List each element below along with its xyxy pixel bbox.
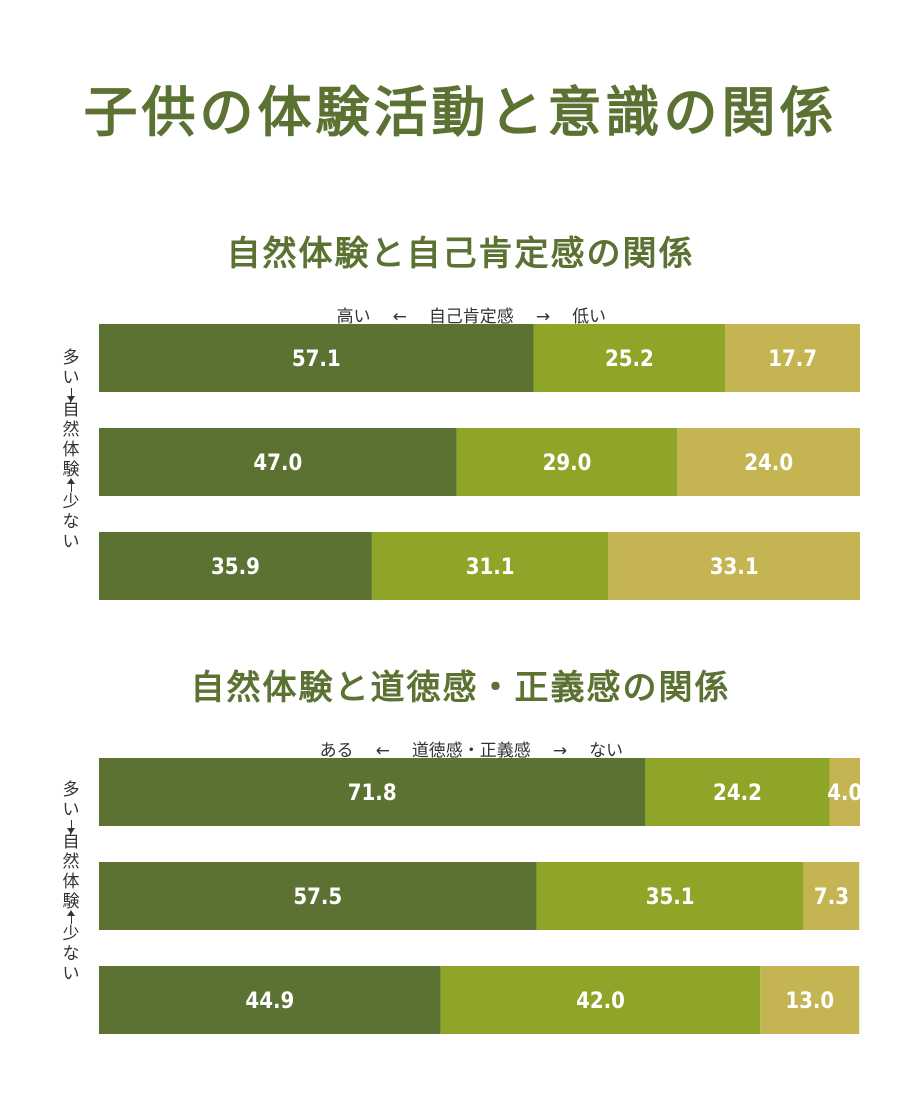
down-arrow-icon	[66, 820, 75, 834]
data-label: 71.8	[348, 781, 397, 806]
bar-segment	[725, 324, 860, 392]
chart-title: 自然体験と道徳感・正義感の関係	[190, 668, 731, 708]
data-label: 29.0	[543, 451, 592, 476]
scale-left-label: ある	[319, 741, 354, 761]
y-label-char: い	[62, 800, 80, 820]
bar-segment	[533, 324, 726, 392]
y-label-char: 少	[62, 492, 80, 512]
left-arrow-icon: ←	[392, 307, 407, 327]
right-arrow-icon: →	[552, 741, 568, 761]
bar-row: 57.5 35.1 7.3	[99, 862, 860, 930]
bar-segment	[829, 758, 860, 826]
scale-legend: ある ← 道徳感・正義感 → ない	[0, 716, 921, 781]
bar-segment	[99, 428, 457, 496]
bar-segment	[371, 532, 609, 600]
y-label-char: 験	[62, 892, 80, 912]
bar-row: 57.1 25.2 17.7	[99, 324, 860, 392]
scale-left-label: 高い	[336, 307, 371, 327]
bar-row: 47.0 29.0 24.0	[99, 428, 860, 496]
y-axis-label: 多 い 自 然 体 験 少 な い	[58, 780, 84, 984]
bar-row: 44.9 42.0 13.0	[99, 966, 860, 1034]
scale-right-label: 低い	[572, 307, 607, 327]
data-label: 4.0	[827, 781, 862, 806]
data-label: 57.5	[293, 885, 342, 910]
left-arrow-icon: ←	[375, 741, 390, 761]
bar-segment	[803, 862, 860, 930]
data-label: 57.1	[292, 347, 341, 372]
up-arrow-icon	[66, 478, 75, 492]
data-label: 24.0	[744, 451, 793, 476]
bar-area: 71.8 24.2 4.0 57.5 35.1 7.3 44.9 42.0 13.0	[99, 758, 862, 1034]
up-arrow-icon	[66, 910, 75, 924]
y-label-char: 自	[62, 832, 80, 852]
y-label-char: い	[62, 964, 80, 984]
y-label-char: 自	[62, 400, 80, 420]
y-axis-label: 多 い 自 然 体 験 少 な い	[58, 348, 84, 552]
bar-segment	[99, 532, 372, 600]
y-label-char: 然	[62, 420, 80, 440]
data-label: 17.7	[768, 347, 817, 372]
y-label-char: な	[62, 944, 80, 964]
bar-row: 71.8 24.2 4.0	[99, 758, 862, 826]
bar-segment	[608, 532, 860, 600]
data-label: 13.0	[785, 989, 834, 1014]
bar-segment	[456, 428, 678, 496]
y-label-char: 体	[62, 440, 80, 460]
bar-segment	[760, 966, 860, 1034]
data-label: 24.2	[713, 781, 762, 806]
y-label-char: い	[62, 532, 80, 552]
y-label-char: 体	[62, 872, 80, 892]
data-label: 33.1	[710, 555, 759, 580]
bar-segment	[99, 862, 537, 930]
bar-segment	[99, 758, 646, 826]
y-label-char: 多	[62, 348, 80, 368]
bar-segment	[645, 758, 830, 826]
bar-segment	[677, 428, 860, 496]
bar-segment	[99, 324, 534, 392]
self-esteem-chart: 自然体験と自己肯定感の関係 高い ← 自己肯定感 → 低い 多 い 自 然 体 験 少 …	[0, 226, 921, 606]
scale-center-label: 道徳感・正義感	[411, 741, 531, 761]
data-label: 31.1	[466, 555, 515, 580]
y-label-char: 験	[62, 460, 80, 480]
data-label: 35.9	[211, 555, 260, 580]
y-label-char: い	[62, 368, 80, 388]
scale-right-label: ない	[589, 741, 624, 761]
bar-area: 57.1 25.2 17.7 47.0 29.0 24.0 35.9 31.1 33.1	[99, 324, 860, 600]
bar-segment	[99, 966, 441, 1034]
chart-title: 自然体験と自己肯定感の関係	[226, 234, 695, 274]
scale-legend: 高い ← 自己肯定感 → 低い	[0, 282, 921, 347]
page-title: 子供の体験活動と意識の関係	[83, 81, 838, 144]
y-label-char: 然	[62, 852, 80, 872]
data-label: 35.1	[646, 885, 695, 910]
data-label: 42.0	[576, 989, 625, 1014]
data-label: 7.3	[814, 885, 849, 910]
bar-segment	[440, 966, 761, 1034]
data-label: 47.0	[253, 451, 302, 476]
right-arrow-icon: →	[535, 307, 551, 327]
down-arrow-icon	[66, 388, 75, 402]
data-label: 25.2	[605, 347, 654, 372]
bar-row: 35.9 31.1 33.1	[99, 532, 860, 600]
morality-chart: 自然体験と道徳感・正義感の関係 ある ← 道徳感・正義感 → ない 多 い 自 然 体 …	[0, 660, 921, 1040]
scale-center-label: 自己肯定感	[428, 307, 514, 327]
data-label: 44.9	[245, 989, 294, 1014]
y-label-char: 少	[62, 924, 80, 944]
y-label-char: な	[62, 512, 80, 532]
bar-segment	[536, 862, 804, 930]
y-label-char: 多	[62, 780, 80, 800]
